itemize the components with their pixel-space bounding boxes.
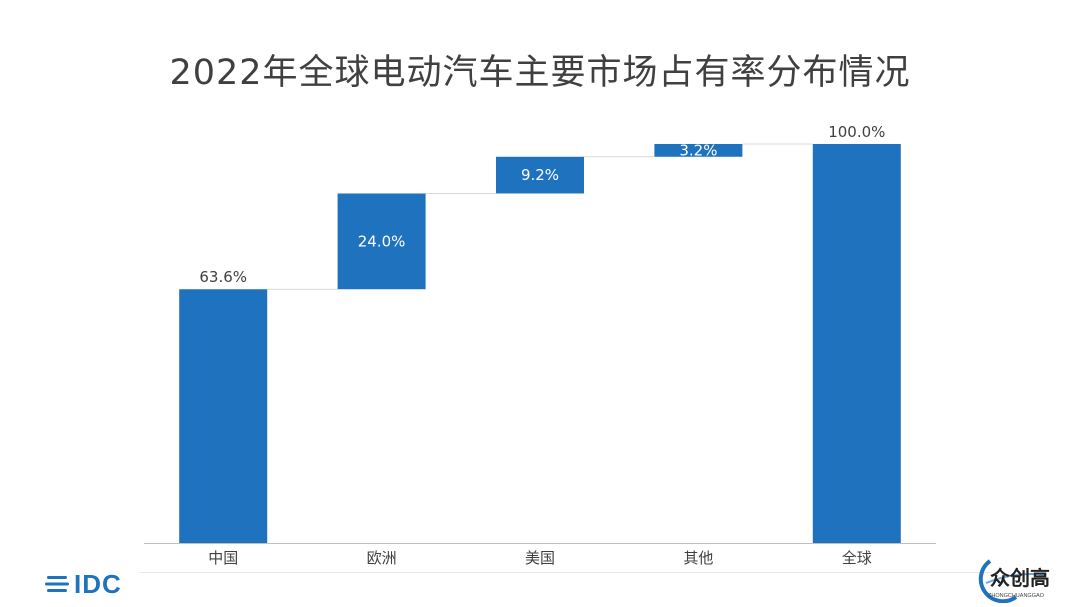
idc-logo: IDC bbox=[44, 566, 122, 602]
data-labels: 63.6% 24.0% 9.2% 3.2% 100.0% bbox=[199, 123, 885, 286]
x-tick-label: 全球 bbox=[842, 549, 872, 567]
chart-title: 2022年全球电动汽车主要市场占有率分布情况 bbox=[169, 53, 911, 93]
connector-lines bbox=[267, 143, 813, 290]
idc-logo-text: IDC bbox=[74, 568, 122, 599]
x-tick-label: 中国 bbox=[208, 549, 238, 567]
svg-text:ZHONGCHUANGGAO: ZHONGCHUANGGAO bbox=[988, 593, 1045, 599]
idc-globe-icon bbox=[45, 576, 69, 592]
footer-divider bbox=[140, 572, 990, 573]
x-tick-label: 美国 bbox=[525, 549, 555, 567]
svg-text:众创高: 众创高 bbox=[990, 566, 1050, 590]
x-tick-labels: 中国 欧洲 美国 其他 全球 bbox=[208, 549, 872, 567]
bar-3 bbox=[654, 144, 743, 157]
bar-1 bbox=[337, 193, 426, 290]
bar-2 bbox=[496, 156, 584, 194]
data-label: 3.2% bbox=[679, 141, 717, 159]
zhongchuanggao-watermark-logo: 众创高 ZHONGCHUANGGAO bbox=[978, 559, 1050, 603]
bars bbox=[179, 144, 901, 543]
x-tick-label: 其他 bbox=[683, 549, 713, 567]
data-label: 24.0% bbox=[358, 232, 406, 250]
data-label: 63.6% bbox=[199, 268, 247, 286]
data-label: 9.2% bbox=[521, 166, 559, 184]
bar-0 bbox=[179, 289, 268, 543]
data-label: 100.0% bbox=[828, 123, 885, 141]
bar-4 bbox=[812, 144, 901, 543]
x-tick-label: 欧洲 bbox=[367, 549, 397, 567]
